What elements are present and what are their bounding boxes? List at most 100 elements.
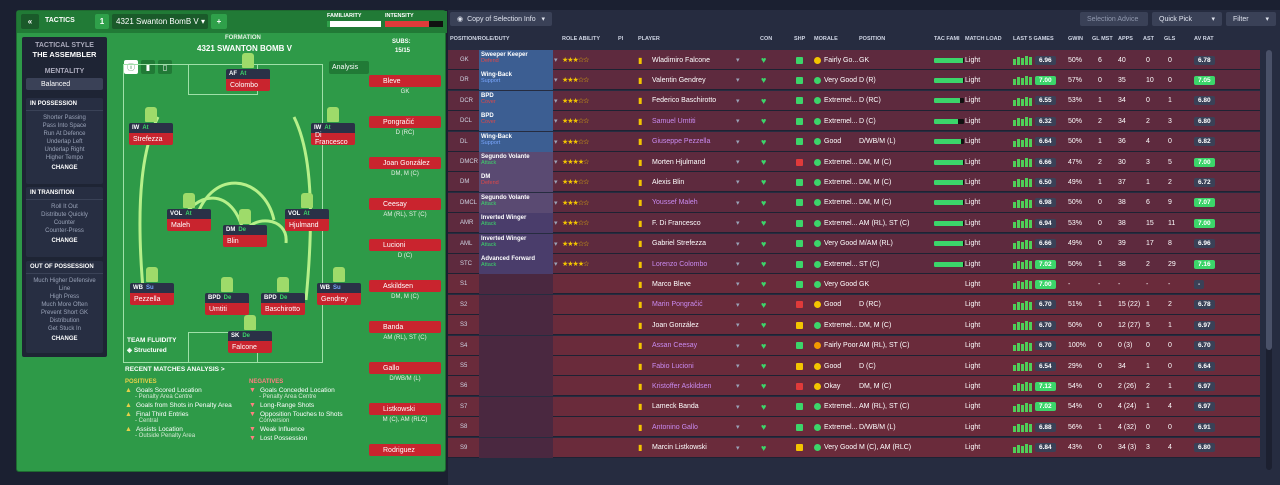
table-row[interactable]: DCR BPD Cover ▾ ★★★☆☆ ▮ Federico Baschirotto ▾ ♥… (448, 90, 1260, 111)
chevron-down-icon[interactable]: ▾ (736, 118, 740, 126)
table-row[interactable]: DMCL Segundo Volante Attack ▾ ★★★☆☆ ▮ Youssef … (448, 192, 1260, 213)
quick-pick-button[interactable]: Quick Pick ▾ (1152, 12, 1222, 26)
table-row[interactable]: AML Inverted Winger Attack ▾ ★★★☆☆ ▮ Gabriel S… (448, 233, 1260, 254)
chevron-down-icon[interactable]: ▾ (736, 97, 740, 105)
player-name[interactable]: Marin Pongračić (652, 301, 703, 309)
chevron-down-icon[interactable]: ▾ (554, 138, 558, 146)
column-header[interactable]: GWIN (1068, 36, 1083, 42)
pitch-player[interactable]: AF At Colombo (226, 69, 270, 95)
view-selector[interactable]: ◉ Copy of Selection Info ▾ (450, 12, 552, 26)
role-select[interactable]: BPD Cover (479, 90, 553, 111)
role-select[interactable] (479, 437, 553, 458)
role-select[interactable]: DM Defend (479, 172, 553, 193)
chevron-down-icon[interactable] (554, 315, 562, 335)
pitch-player[interactable]: VOL At Hjulmand (285, 209, 329, 235)
bench-player[interactable]: Bleve GK (369, 75, 441, 95)
table-row[interactable]: S8 ▮ Antonino Gallo ▾ ♥ Extremel... D/WB/M (L)… (448, 417, 1260, 438)
role-select[interactable]: Advanced Forward Attack (479, 254, 553, 274)
player-name[interactable]: Kristoffer Askildsen (652, 382, 712, 390)
in-transition-change-button[interactable]: CHANGE (51, 238, 78, 244)
player-name[interactable]: Marco Bleve (652, 280, 691, 288)
role-select[interactable] (479, 356, 553, 376)
player-name[interactable]: Giuseppe Pezzella (652, 138, 711, 146)
table-row[interactable]: S5 ▮ Fabio Lucioni ▾ ♥ Good D (C) Light 6.54 29% 0… (448, 356, 1260, 376)
chevron-down-icon[interactable]: ▾ (554, 77, 558, 85)
tactical-style-value[interactable]: THE ASSEMBLER (32, 50, 97, 59)
player-name[interactable]: Alexis Blin (652, 178, 685, 186)
chevron-down-icon[interactable]: ▾ (554, 261, 558, 268)
chevron-down-icon[interactable]: ▾ (554, 57, 558, 64)
role-select[interactable] (479, 274, 553, 295)
bench-player[interactable]: Pongračić D (RC) (369, 116, 441, 136)
bench-player[interactable]: Gallo D/WB/M (L) (369, 362, 441, 382)
player-name[interactable]: Valentin Gendrey (652, 76, 706, 84)
selection-advice-button[interactable]: Selection Advice (1080, 12, 1148, 26)
bench-player[interactable]: Banda AM (RL), ST (C) (369, 321, 441, 341)
chevron-down-icon[interactable]: ▾ (736, 199, 740, 207)
column-header[interactable]: POSITION (859, 36, 886, 42)
player-name[interactable]: Wladimiro Falcone (652, 56, 710, 64)
bench-player[interactable]: Lucioni D (C) (369, 239, 441, 259)
table-row[interactable]: S9 ▮ Marcin Listkowski ▾ ♥ Very Good M (C), AM… (448, 437, 1260, 458)
chevron-down-icon[interactable] (554, 376, 562, 396)
column-header[interactable]: SHP (794, 36, 806, 42)
chevron-down-icon[interactable]: ▾ (736, 322, 740, 330)
scrollbar-thumb[interactable] (1266, 50, 1272, 350)
column-header[interactable]: PLAYER (638, 36, 660, 42)
analysis-item[interactable]: ▲ Goals Scored Location - Penalty Area Cen… (125, 387, 245, 400)
chevron-down-icon[interactable]: ▾ (736, 261, 740, 268)
player-name[interactable]: Lameck Banda (652, 403, 699, 411)
analysis-button[interactable]: Analysis (329, 61, 369, 74)
analysis-item[interactable]: ▲ Goals from Shots in Penalty Area (125, 402, 245, 409)
pitch-player[interactable]: IW At Di Francesco (311, 123, 355, 149)
table-row[interactable]: DR Wing-Back Support ▾ ★★★☆☆ ▮ Valentin Gendre… (448, 70, 1260, 91)
analysis-item[interactable]: ▼ Goals Conceded Location - Penalty Area C… (249, 387, 364, 400)
table-row[interactable]: S6 ▮ Kristoffer Askildsen ▾ ♥ Okay DM, M (C) Li… (448, 376, 1260, 397)
role-select[interactable]: Sweeper Keeper Defend (479, 50, 553, 70)
chevron-down-icon[interactable]: ▾ (736, 159, 740, 166)
chevron-down-icon[interactable]: ▾ (736, 281, 740, 289)
column-header[interactable]: ROLE ABILITY (562, 36, 600, 42)
player-name[interactable]: F. Di Francesco (652, 219, 701, 227)
role-select[interactable]: Inverted Winger Attack (479, 213, 553, 234)
role-select[interactable] (479, 376, 553, 397)
in-possession-change-button[interactable]: CHANGE (51, 165, 78, 171)
chevron-down-icon[interactable] (554, 397, 562, 417)
chevron-down-icon[interactable]: ▾ (736, 301, 740, 309)
table-row[interactable]: DMCR Segundo Volante Attack ▾ ★★★★☆ ▮ Morten H… (448, 152, 1260, 172)
analysis-title[interactable]: RECENT MATCHES ANALYSIS > (125, 366, 225, 373)
bench-player[interactable]: Ceesay AM (RL), ST (C) (369, 198, 441, 218)
role-select[interactable] (479, 417, 553, 438)
column-header[interactable]: LAST 5 GAMES (1013, 36, 1054, 42)
chevron-down-icon[interactable]: ▾ (736, 424, 740, 432)
chevron-down-icon[interactable] (554, 438, 562, 458)
table-row[interactable]: GK Sweeper Keeper Defend ▾ ★★★☆☆ ▮ Wladimiro F… (448, 50, 1260, 70)
pitch-player[interactable]: SK De Falcone (228, 331, 272, 357)
table-row[interactable]: S2 ▮ Marin Pongračić ▾ ♥ Good D (RC) Light 6.70 5… (448, 294, 1260, 315)
chevron-down-icon[interactable]: ▾ (736, 363, 740, 370)
pitch-player[interactable]: VOL At Maleh (167, 209, 211, 235)
table-row[interactable]: DL Wing-Back Support ▾ ★★★☆☆ ▮ Giuseppe Pezzel… (448, 131, 1260, 152)
chevron-down-icon[interactable] (554, 336, 562, 356)
pitch-player[interactable]: BPD De Umtiti (205, 293, 249, 319)
pitch-player[interactable]: BPD De Baschirotto (261, 293, 305, 319)
role-select[interactable]: BPD Cover (479, 111, 553, 132)
player-name[interactable]: Federico Baschirotto (652, 97, 717, 105)
chevron-down-icon[interactable]: ▾ (736, 444, 740, 452)
chevron-down-icon[interactable]: ▾ (554, 159, 558, 166)
chevron-down-icon[interactable]: ▾ (554, 240, 558, 248)
chevron-down-icon[interactable]: ▾ (736, 403, 740, 411)
table-row[interactable]: DM DM Defend ▾ ★★★☆☆ ▮ Alexis Blin ▾ ♥ Extremel..… (448, 172, 1260, 193)
column-header[interactable]: POSITION/ROLE/DUTY (450, 36, 510, 42)
analysis-item[interactable]: ▼ Opposition Touches to Shots Conversion (249, 411, 364, 424)
scrollbar[interactable] (1266, 50, 1272, 470)
chevron-down-icon[interactable]: ▾ (736, 383, 740, 391)
chevron-down-icon[interactable]: ▾ (554, 118, 558, 126)
column-header[interactable]: TAC FAMI (934, 36, 960, 42)
chevron-down-icon[interactable]: ▾ (736, 77, 740, 85)
player-name[interactable]: Lorenzo Colombo (652, 260, 708, 268)
role-select[interactable]: Segundo Volante Attack (479, 152, 553, 172)
table-row[interactable]: S4 ▮ Assan Ceesay ▾ ♥ Fairly Poor AM (RL), ST … (448, 335, 1260, 356)
chevron-down-icon[interactable]: ▾ (554, 179, 558, 187)
chevron-down-icon[interactable]: ▾ (736, 220, 740, 228)
